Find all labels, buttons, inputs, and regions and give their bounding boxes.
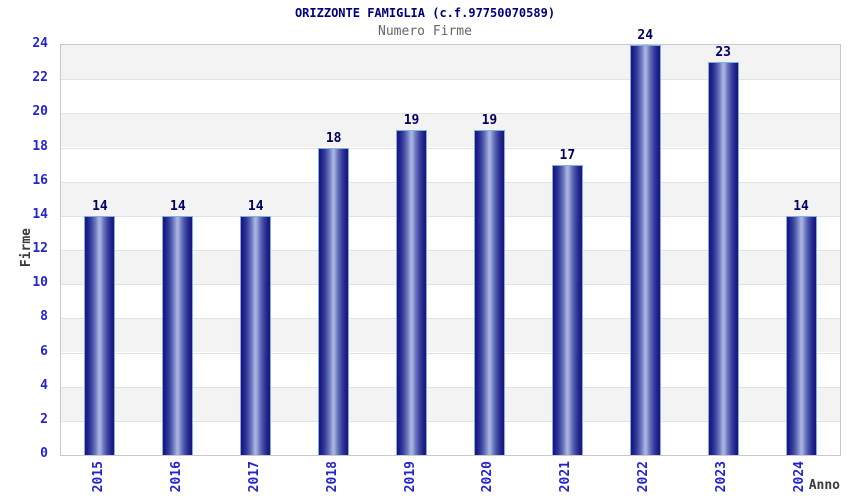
plot-area: 14 14 14 18 19 19 17 24 23 14: [60, 28, 841, 456]
bar-2019: [396, 130, 428, 455]
y-tick-label: 6: [40, 343, 48, 359]
bar-value-label: 17: [559, 147, 576, 163]
x-tick-label: 2019: [402, 461, 418, 493]
bar-value-label: 14: [92, 198, 108, 214]
x-tick-label: 2017: [246, 461, 262, 493]
x-tick-label: 2020: [480, 461, 496, 493]
gridline: [61, 113, 840, 115]
chart-subtitle: Numero Firme: [378, 24, 472, 39]
x-axis-ticks: 2015 2016 2017 2018 2019 2020 2021 2022 2023 2024: [60, 458, 841, 500]
x-tick-label: 2021: [558, 461, 574, 493]
bar-2017: [240, 215, 272, 455]
y-tick-label: 16: [32, 172, 48, 188]
bar-2016: [162, 215, 194, 455]
y-tick-label: 14: [32, 206, 48, 222]
bar-2020: [473, 130, 505, 455]
chart-title: ORIZZONTE FAMIGLIA (c.f.97750070589): [294, 6, 556, 20]
bar-value-label: 14: [793, 198, 809, 214]
gridline: [61, 215, 840, 217]
y-tick-label: 20: [32, 104, 48, 120]
gridline: [61, 79, 840, 81]
x-tick-label: 2015: [90, 461, 106, 493]
bar-value-label: 19: [403, 113, 420, 129]
gridline: [61, 250, 840, 251]
bar-value-label: 14: [247, 198, 264, 214]
y-tick-label: 4: [40, 377, 48, 393]
gridline: [61, 386, 840, 388]
y-tick-label: 18: [32, 138, 48, 154]
x-tick-label: 2024: [792, 461, 808, 493]
y-tick-label: 10: [32, 275, 48, 291]
bar-2022: [629, 45, 661, 455]
y-tick-label: 24: [32, 36, 48, 51]
bar-2024: [785, 215, 817, 455]
x-tick-label: 2016: [168, 461, 184, 493]
bar-value-label: 23: [715, 45, 731, 61]
gridline: [61, 181, 840, 183]
bar-2015: [84, 215, 116, 455]
y-tick-label: 0: [40, 446, 48, 461]
x-tick-label: 2023: [714, 461, 730, 493]
bar-2021: [551, 164, 583, 455]
bar-value-label: 19: [481, 113, 498, 129]
y-tick-label: 8: [40, 309, 48, 325]
y-axis-ticks: 0 2 4 6 8 10 12 14 16 18 20 22 24: [0, 36, 48, 461]
gridline: [61, 147, 840, 149]
bar-value-label: 18: [325, 130, 342, 146]
gridline: [61, 420, 840, 422]
bar-2018: [318, 147, 350, 455]
y-tick-label: 22: [32, 70, 48, 86]
gridline: [61, 318, 840, 320]
bar-value-label: 24: [637, 28, 654, 43]
x-tick-label: 2018: [324, 461, 340, 493]
gridline: [61, 284, 840, 286]
y-tick-label: 12: [32, 241, 48, 256]
y-tick-label: 2: [40, 411, 48, 427]
x-axis-label: Anno: [808, 478, 840, 493]
bar-2023: [707, 62, 739, 455]
bar-value-label: 14: [170, 198, 186, 214]
x-tick-label: 2022: [636, 461, 652, 493]
gridline: [61, 352, 840, 354]
